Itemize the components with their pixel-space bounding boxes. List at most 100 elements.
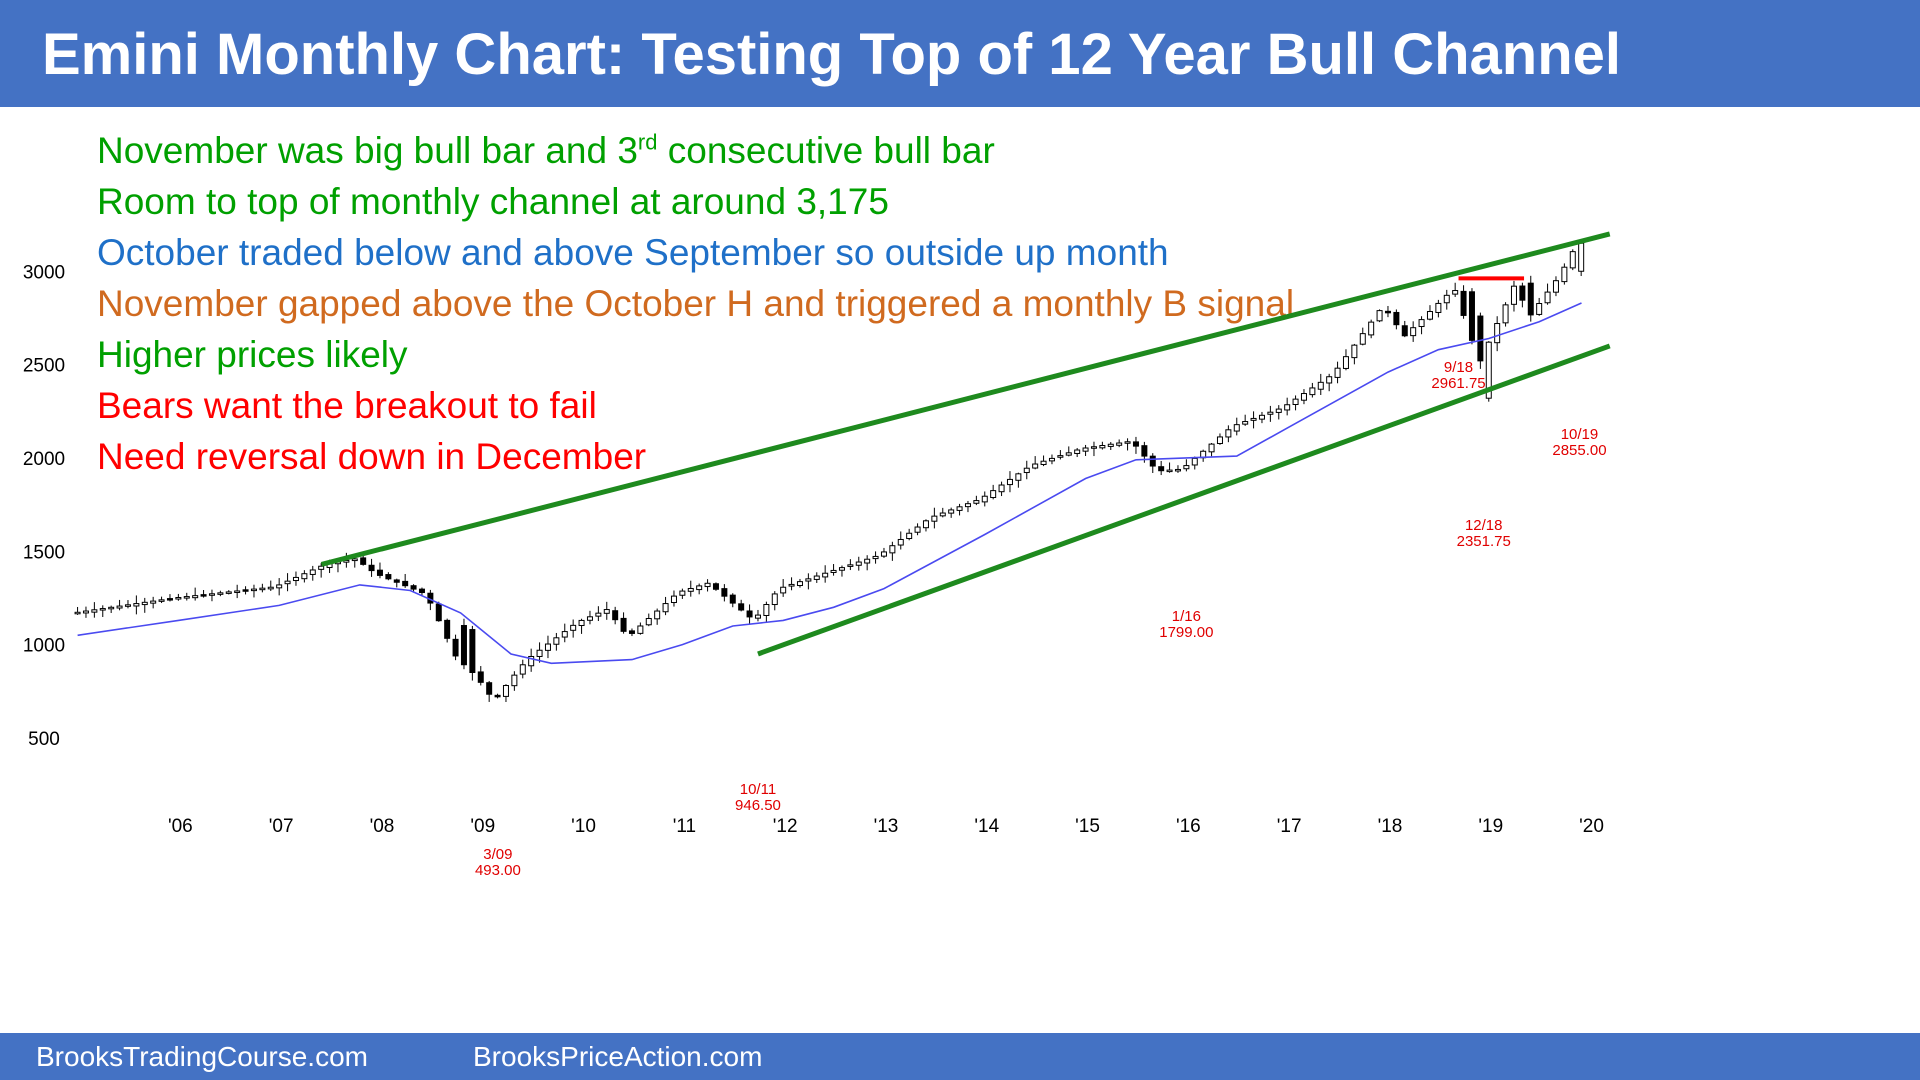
y-tick-label: 3000 xyxy=(23,262,65,283)
bull-candle xyxy=(116,605,123,609)
commentary-list: November was big bull bar and 3rd consec… xyxy=(97,125,1294,482)
bull-candle xyxy=(1359,333,1366,345)
bear-candle xyxy=(1527,282,1534,316)
y-tick-label: 1500 xyxy=(23,542,65,563)
bull-candle xyxy=(234,590,241,593)
bear-candle xyxy=(418,588,425,594)
footer-link-brookspriceaction[interactable]: BrooksPriceAction.com xyxy=(473,1041,763,1072)
bull-candle xyxy=(939,512,946,517)
bull-candle xyxy=(1342,356,1349,369)
bull-candle xyxy=(855,561,862,566)
bull-candle xyxy=(637,625,644,634)
bull-candle xyxy=(1166,469,1173,473)
bull-candle xyxy=(1099,445,1106,449)
bull-candle xyxy=(318,565,325,570)
bull-candle xyxy=(82,610,89,614)
bear-candle xyxy=(402,580,409,587)
title-bar: Emini Monthly Chart: Testing Top of 12 Y… xyxy=(0,0,1920,107)
bull-candle xyxy=(544,643,551,651)
bull-candle xyxy=(679,590,686,596)
commentary-line: October traded below and above September… xyxy=(97,232,1169,273)
x-tick-label: '18 xyxy=(1378,816,1403,837)
bull-candle xyxy=(309,569,316,575)
annotation-date: 3/09 xyxy=(483,846,512,863)
bull-candle xyxy=(150,600,157,604)
bear-candle xyxy=(1460,290,1467,316)
annotation-date: 10/19 xyxy=(1561,426,1599,443)
bull-candle xyxy=(1048,457,1055,462)
bull-candle xyxy=(1183,465,1190,470)
bull-channel-lower-line xyxy=(757,343,1611,657)
bull-candle xyxy=(1032,463,1039,469)
bull-candle xyxy=(192,595,199,599)
bull-candle xyxy=(1426,311,1433,320)
bear-candle xyxy=(376,569,383,576)
bull-candle xyxy=(1065,452,1072,456)
commentary-line: Bears want the breakout to fail xyxy=(97,385,597,426)
bull-candle xyxy=(158,599,165,602)
bear-candle xyxy=(1468,291,1475,341)
bear-candle xyxy=(712,583,719,590)
annotation-value: 2961.75 xyxy=(1431,375,1485,392)
bull-candle xyxy=(788,583,795,587)
annotation-value: 2351.75 xyxy=(1457,533,1511,550)
bull-candle xyxy=(889,545,896,554)
bull-candle xyxy=(301,573,308,580)
bull-candle xyxy=(570,624,577,631)
moving-average-line xyxy=(77,302,1582,665)
x-tick-label: '14 xyxy=(974,816,999,837)
x-tick-label: '10 xyxy=(571,816,596,837)
x-tick-label: '20 xyxy=(1579,816,1604,837)
bull-candle xyxy=(1552,280,1559,293)
bull-candle xyxy=(578,619,585,627)
bull-candle xyxy=(519,664,526,675)
bull-candle xyxy=(284,580,291,585)
bull-candle xyxy=(250,588,257,592)
bear-candle xyxy=(477,671,484,683)
bull-candle xyxy=(1309,387,1316,396)
bull-candle xyxy=(1578,242,1585,272)
commentary-line: November gapped above the October H and … xyxy=(97,283,1295,324)
bull-candle xyxy=(1124,441,1131,444)
annotation-value: 493.00 xyxy=(475,862,521,879)
bull-candle xyxy=(1208,443,1215,453)
bull-candle xyxy=(1510,285,1517,305)
bull-candle xyxy=(704,582,711,588)
bull-candle xyxy=(1107,443,1114,447)
bear-candle xyxy=(1401,325,1408,337)
bear-candle xyxy=(469,629,476,673)
bull-candle xyxy=(1452,290,1459,295)
footer-link-brookstradingcourse[interactable]: BrooksTradingCourse.com xyxy=(36,1041,368,1072)
bull-candle xyxy=(897,538,904,546)
bull-candle xyxy=(1082,447,1089,452)
bull-candle xyxy=(956,506,963,511)
bull-candle xyxy=(847,564,854,567)
bull-candle xyxy=(1233,424,1240,432)
bear-candle xyxy=(368,564,375,572)
bull-candle xyxy=(603,609,610,614)
bull-candle xyxy=(217,592,224,595)
y-tick-label: 2000 xyxy=(23,449,65,470)
bull-candle xyxy=(654,610,661,620)
bull-candle xyxy=(1250,417,1257,421)
bear-candle xyxy=(620,617,627,632)
x-tick-label: '09 xyxy=(470,816,495,837)
monthly-candlestick-chart: 500 1000 1500 2000 2500 3000 '06 '07 '08 '09 '10 '1… xyxy=(23,231,1611,879)
bull-channel-upper-line xyxy=(320,231,1611,567)
bull-candle xyxy=(1418,319,1425,328)
bull-candle xyxy=(1023,467,1030,474)
commentary-line: Need reversal down in December xyxy=(97,436,647,477)
bear-candle xyxy=(1158,466,1165,472)
bull-candle xyxy=(906,532,913,540)
annotation-value: 946.50 xyxy=(735,797,781,814)
bull-candle xyxy=(864,558,871,564)
bull-candle xyxy=(108,606,115,610)
bear-candle xyxy=(1477,315,1484,362)
bull-candle xyxy=(1326,376,1333,384)
annotation-date: 9/18 xyxy=(1444,359,1473,376)
bull-candle xyxy=(687,587,694,592)
x-tick-label: '06 xyxy=(168,816,193,837)
bull-candle xyxy=(124,604,131,607)
bear-candle xyxy=(612,610,619,621)
bull-candle xyxy=(763,604,770,616)
